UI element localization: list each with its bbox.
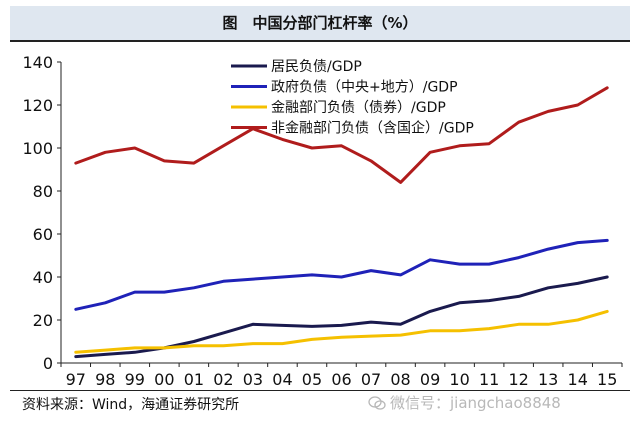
y-tick-label: 140 <box>22 53 53 72</box>
x-tick-label: 09 <box>420 370 440 389</box>
legend-label-2: 政府负债（中央+地方）/GDP <box>271 80 458 96</box>
legend-label-1: 居民负债/GDP <box>271 59 362 75</box>
x-tick-label: 12 <box>508 370 528 389</box>
y-tick-label: 100 <box>22 139 53 158</box>
x-tick-label: 08 <box>390 370 410 389</box>
legend-label-3: 金融部门负债（债券）/GDP <box>271 100 446 116</box>
x-tick-label: 06 <box>331 370 351 389</box>
x-tick-label: 97 <box>66 370 86 389</box>
x-tick-label: 11 <box>479 370 499 389</box>
series-line-4 <box>74 86 609 184</box>
x-tick-label: 00 <box>154 370 174 389</box>
x-tick-label: 99 <box>125 370 145 389</box>
x-tick-label: 02 <box>213 370 233 389</box>
series-line-1 <box>74 275 609 359</box>
x-tick-label: 03 <box>243 370 263 389</box>
y-tick-label: 120 <box>22 96 53 115</box>
x-tick-label: 14 <box>568 370 588 389</box>
x-tick-label: 05 <box>302 370 322 389</box>
top-rule <box>10 40 630 42</box>
x-tick-label: 10 <box>449 370 469 389</box>
x-tick-label: 01 <box>184 370 204 389</box>
y-tick-label: 60 <box>33 225 53 244</box>
watermark: 微信号：jiangchao8848 <box>368 392 561 413</box>
y-tick-label: 0 <box>43 354 53 373</box>
x-tick-label: 13 <box>538 370 558 389</box>
source-note: 资料来源：Wind，海通证券研究所 <box>22 397 240 413</box>
series-line-3 <box>74 309 609 354</box>
x-tick-label: 98 <box>95 370 115 389</box>
legend-label-4: 非金融部门负债（含国企）/GDP <box>271 120 474 137</box>
y-tick-label: 20 <box>33 311 53 330</box>
title-bar: 图 中国分部门杠杆率（%） <box>10 6 630 40</box>
x-tick-label: 15 <box>597 370 617 389</box>
wechat-icon <box>368 395 386 410</box>
series-line-2 <box>74 238 609 311</box>
y-tick-label: 40 <box>33 268 53 287</box>
x-tick-label: 07 <box>361 370 381 389</box>
bottom-rule <box>10 390 630 391</box>
watermark-text: 微信号：jiangchao8848 <box>390 394 561 412</box>
chart-title: 图 中国分部门杠杆率（%） <box>222 14 418 32</box>
y-tick-label: 80 <box>33 182 53 201</box>
x-tick-label: 04 <box>272 370 292 389</box>
